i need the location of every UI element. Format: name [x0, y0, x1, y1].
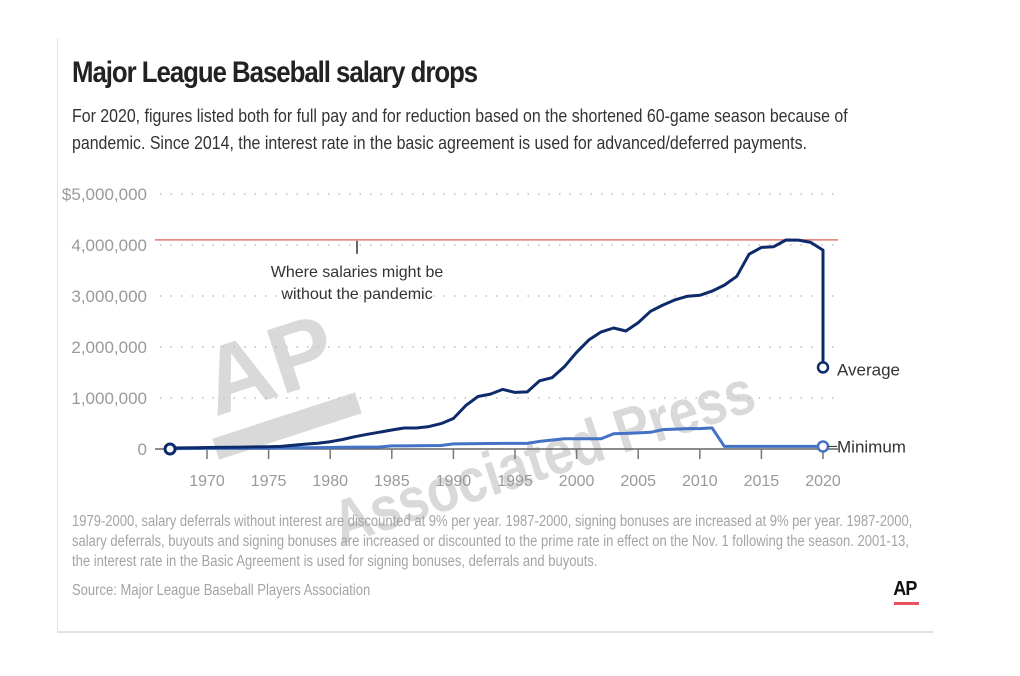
watermark-bar — [212, 392, 362, 460]
y-tick-label: $5,000,000 — [62, 185, 147, 204]
footnotes: 1979-2000, salary deferrals without inte… — [72, 513, 913, 570]
chart-subtitle: For 2020, figures listed both for full p… — [72, 105, 848, 153]
x-tick-label: 2010 — [682, 473, 718, 490]
x-tick-label: 1980 — [312, 473, 348, 490]
endpoint-marker-average — [816, 361, 830, 374]
series-label-average: Average — [837, 360, 900, 379]
reference-annotation-line: Where salaries might be — [271, 264, 444, 281]
series-line-average — [169, 238, 825, 450]
series-label-minimum: Minimum — [837, 437, 906, 456]
x-tick-label: 1970 — [189, 473, 225, 490]
x-tick-label: 2015 — [744, 473, 780, 490]
series-group: Average Minimum — [163, 238, 906, 456]
x-tick-label: 2005 — [620, 473, 656, 490]
x-tick-label: 1985 — [374, 473, 410, 490]
reference-annotation-line: without the pandemic — [280, 286, 432, 303]
y-tick-label: 0 — [138, 440, 147, 459]
y-tick-label: 1,000,000 — [71, 389, 147, 408]
chart-card — [57, 38, 933, 633]
source-credit: Source: Major League Baseball Players As… — [72, 582, 371, 599]
page-title: Major League Baseball salary drops — [72, 56, 478, 89]
endpoint-marker-minimum — [816, 440, 830, 453]
x-axis: 1970 1975 1980 1985 1990 1995 2000 2005 2010 2015… — [155, 448, 841, 490]
x-tick-label: 2020 — [805, 473, 841, 490]
reference-line-group: Where salaries might be without the pande… — [155, 239, 838, 303]
x-tick-label: 1975 — [251, 473, 287, 490]
ap-logo: AP — [893, 578, 917, 600]
y-tick-label: 4,000,000 — [71, 236, 147, 255]
x-tick-label: 1995 — [497, 473, 533, 490]
y-axis: 0 1,000,000 2,000,000 3,000,000 4,000,000 $5,… — [62, 185, 147, 459]
x-tick-label: 1990 — [436, 473, 472, 490]
series-line-minimum — [169, 426, 823, 451]
y-tick-label: 2,000,000 — [71, 338, 147, 357]
x-tick-label: 2000 — [559, 473, 595, 490]
start-point-marker — [163, 442, 177, 456]
y-tick-label: 3,000,000 — [71, 287, 147, 306]
ap-logo-underline — [894, 602, 919, 605]
